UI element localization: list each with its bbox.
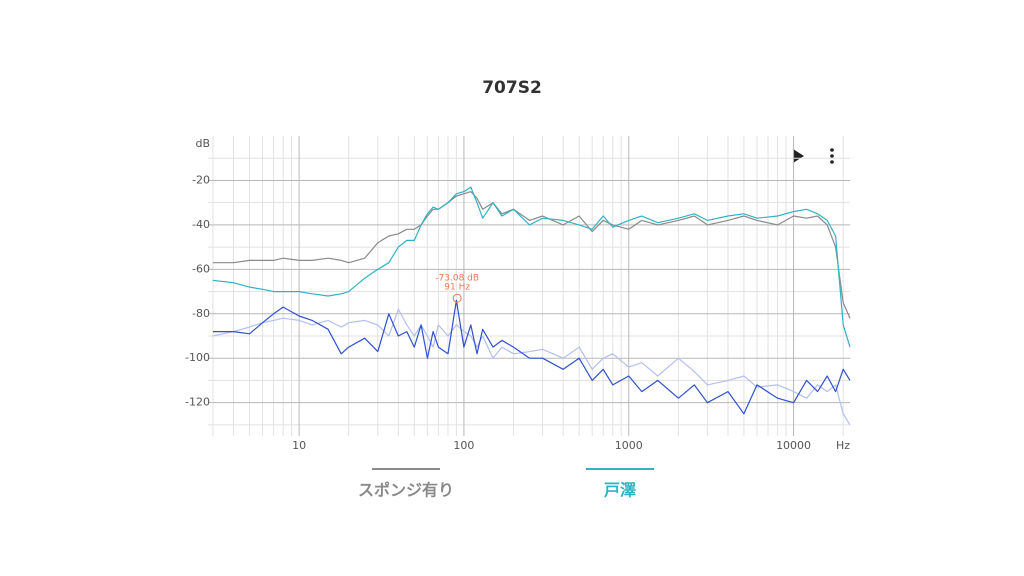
legend-label[interactable]: スポンジ有り (358, 481, 454, 500)
x-tick-label: 10 (292, 439, 306, 452)
menu-button[interactable] (830, 148, 834, 164)
x-tick-label: 1000 (615, 439, 643, 452)
play-button[interactable] (793, 149, 804, 163)
y-tick-label: -80 (192, 307, 210, 320)
x-tick-label: 10000 (776, 439, 811, 452)
data-line (212, 186, 851, 348)
data-line (212, 299, 851, 415)
legend-label[interactable]: 戸澤 (604, 481, 636, 500)
chart-title: 707S2 (482, 78, 542, 98)
y-tick-label: -40 (192, 218, 210, 231)
y-tick-label: -60 (192, 262, 210, 275)
y-tick-label: -120 (185, 396, 210, 409)
x-unit: Hz (836, 439, 850, 452)
data-line (212, 191, 851, 319)
y-tick-label: -100 (185, 351, 210, 364)
y-unit: dB (195, 137, 210, 150)
x-tick-label: 100 (453, 439, 474, 452)
y-tick-label: -20 (192, 173, 210, 186)
data-line (212, 308, 851, 426)
annotation-label: 91 Hz (444, 283, 470, 293)
annotation-label: -73.08 dB (435, 274, 479, 284)
annotation-marker (452, 293, 462, 303)
